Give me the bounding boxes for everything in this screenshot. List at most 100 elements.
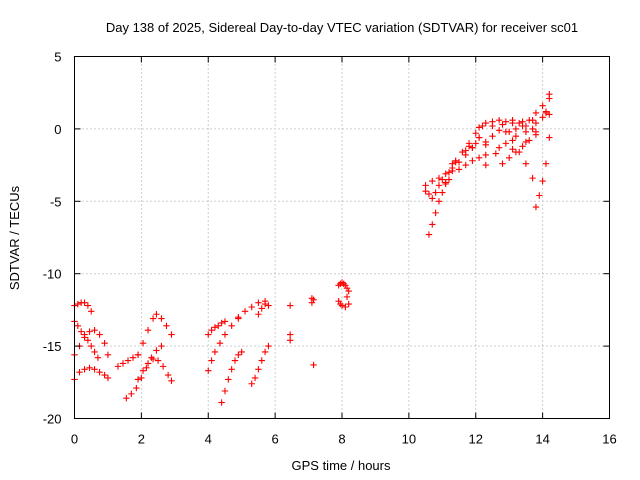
data-point <box>119 360 127 367</box>
data-point <box>168 377 175 385</box>
series-arc-a2 <box>71 326 112 358</box>
data-point <box>529 125 536 133</box>
series-arc-c5 <box>248 342 272 387</box>
data-point <box>134 376 142 383</box>
series-arc-g6 <box>505 95 553 135</box>
data-point <box>442 180 449 188</box>
data-point <box>546 134 553 141</box>
data-point <box>96 331 103 338</box>
data-point <box>86 328 93 335</box>
data-point <box>425 231 433 238</box>
data-point <box>482 161 489 169</box>
data-point <box>154 357 162 364</box>
y-tick-label: -15 <box>43 339 62 354</box>
data-point <box>133 384 140 392</box>
data-point <box>129 354 137 361</box>
data-point <box>123 395 130 402</box>
data-point <box>529 174 536 182</box>
data-point <box>509 137 516 144</box>
y-tick-label: 5 <box>54 50 61 65</box>
data-point <box>475 124 483 131</box>
data-point <box>218 399 225 406</box>
data-point <box>472 130 479 137</box>
data-point <box>522 160 530 167</box>
data-point <box>546 95 553 102</box>
data-point <box>462 161 469 169</box>
y-tick-label: -20 <box>43 412 62 427</box>
data-point <box>235 313 242 321</box>
x-tick-label: 6 <box>272 432 279 447</box>
data-point <box>258 357 265 364</box>
data-point <box>469 144 476 151</box>
data-point <box>335 298 342 305</box>
data-point <box>435 198 443 205</box>
data-point <box>505 154 513 162</box>
data-point <box>536 192 543 199</box>
data-point <box>163 322 170 330</box>
data-point <box>216 340 224 347</box>
data-point <box>495 144 503 151</box>
data-point <box>489 132 496 140</box>
series-arc-f3 <box>422 159 459 202</box>
data-point <box>509 145 516 153</box>
data-point <box>512 148 520 156</box>
series-arc-c4 <box>235 298 272 321</box>
series-arc-b2 <box>123 342 165 402</box>
x-tick-label: 14 <box>535 432 549 447</box>
data-point <box>86 364 93 372</box>
data-point <box>532 109 540 117</box>
data-point <box>164 371 172 379</box>
chart-title: Day 138 of 2025, Sidereal Day-to-day VTE… <box>106 20 578 35</box>
series-scatter-d <box>286 295 317 369</box>
data-point <box>342 303 349 311</box>
data-point <box>286 331 294 338</box>
data-point <box>221 318 229 325</box>
data-point <box>208 357 215 364</box>
data-point <box>492 150 500 157</box>
data-point <box>337 300 344 308</box>
data-point <box>512 125 520 133</box>
grid-layer <box>74 56 610 419</box>
data-point <box>495 127 503 134</box>
data-point <box>228 366 235 373</box>
data-point <box>208 326 215 334</box>
data-point <box>158 315 165 322</box>
data-point <box>343 284 351 292</box>
data-point <box>343 293 351 301</box>
data-point <box>74 300 82 308</box>
y-tick-labels: 5 0 -5 -10 -15 -20 <box>43 50 62 427</box>
data-point <box>502 118 510 125</box>
data-point <box>168 331 175 338</box>
data-point <box>265 302 272 309</box>
y-axis-label: SDTVAR / TECUs <box>7 185 22 290</box>
data-point <box>499 160 506 167</box>
data-point <box>211 324 219 331</box>
data-point <box>452 157 459 164</box>
data-point <box>479 122 486 130</box>
data-point <box>546 111 553 118</box>
data-point <box>81 299 88 306</box>
data-point <box>159 363 167 370</box>
data-point <box>489 118 496 125</box>
data-point <box>310 296 317 303</box>
data-point <box>522 128 530 135</box>
data-point <box>445 169 453 176</box>
data-point <box>153 311 160 318</box>
data-point <box>143 364 150 372</box>
data-point <box>231 357 239 364</box>
series-arc-c2 <box>205 315 242 374</box>
y-tick-label: 0 <box>54 122 61 137</box>
x-tick-label: 2 <box>138 432 145 447</box>
data-point <box>516 119 523 127</box>
data-point <box>248 380 255 387</box>
data-point <box>482 119 489 127</box>
data-point <box>225 376 232 383</box>
data-point <box>435 182 443 189</box>
data-point <box>308 299 316 306</box>
series-arc-f2 <box>425 160 456 238</box>
data-point <box>91 326 98 334</box>
series-arc-c1 <box>205 318 229 338</box>
data-point <box>128 390 135 398</box>
data-point <box>459 148 466 156</box>
data-point <box>542 160 550 167</box>
